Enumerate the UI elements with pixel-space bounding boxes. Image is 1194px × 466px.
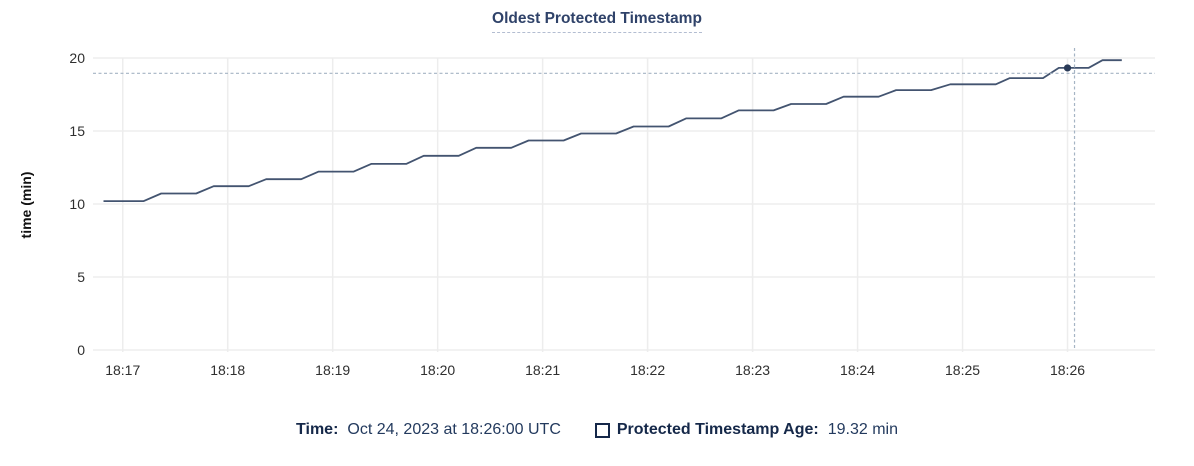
time-label: Time: [296,421,339,438]
gridlines [93,57,1155,352]
series-line [103,59,1122,202]
y-tick-label: 15 [69,123,85,139]
x-tick-label: 18:17 [105,362,140,378]
x-tick-label: 18:24 [840,362,875,378]
y-tick-label: 0 [77,342,85,358]
x-tick-label: 18:20 [420,362,455,378]
x-tick-label: 18:25 [945,362,980,378]
x-tick-label: 18:26 [1050,362,1085,378]
hover-point-dot [1063,64,1072,72]
x-tick-label: 18:23 [735,362,770,378]
x-tick-label: 18:21 [525,362,560,378]
y-tick-label: 20 [69,50,85,66]
hover-crosshair [93,48,1155,350]
chart-footer: Time: Oct 24, 2023 at 18:26:00 UTC Prote… [0,420,1194,440]
axis-labels: 0 5 10 15 20 18:17 18:18 18:19 18:20 18:21 18:22 18… [18,50,1085,378]
series-legend-value: 19.32 min [827,421,898,438]
y-tick-label: 5 [77,269,85,285]
chart-title-row: Oldest Protected Timestamp [0,10,1194,33]
y-axis-title: time (min) [18,172,34,239]
line-chart[interactable]: 0 5 10 15 20 18:17 18:18 18:19 18:20 18:21 18:22 18… [0,0,1194,400]
chart-title[interactable]: Oldest Protected Timestamp [492,10,702,33]
x-tick-label: 18:22 [630,362,665,378]
series-checkbox[interactable] [594,422,610,438]
x-tick-label: 18:19 [315,362,350,378]
x-tick-label: 18:18 [210,362,245,378]
series-path [103,59,1122,202]
series-legend-label[interactable]: Protected Timestamp Age: [616,421,819,438]
time-value: Oct 24, 2023 at 18:26:00 UTC [347,421,561,438]
y-tick-label: 10 [69,196,85,212]
